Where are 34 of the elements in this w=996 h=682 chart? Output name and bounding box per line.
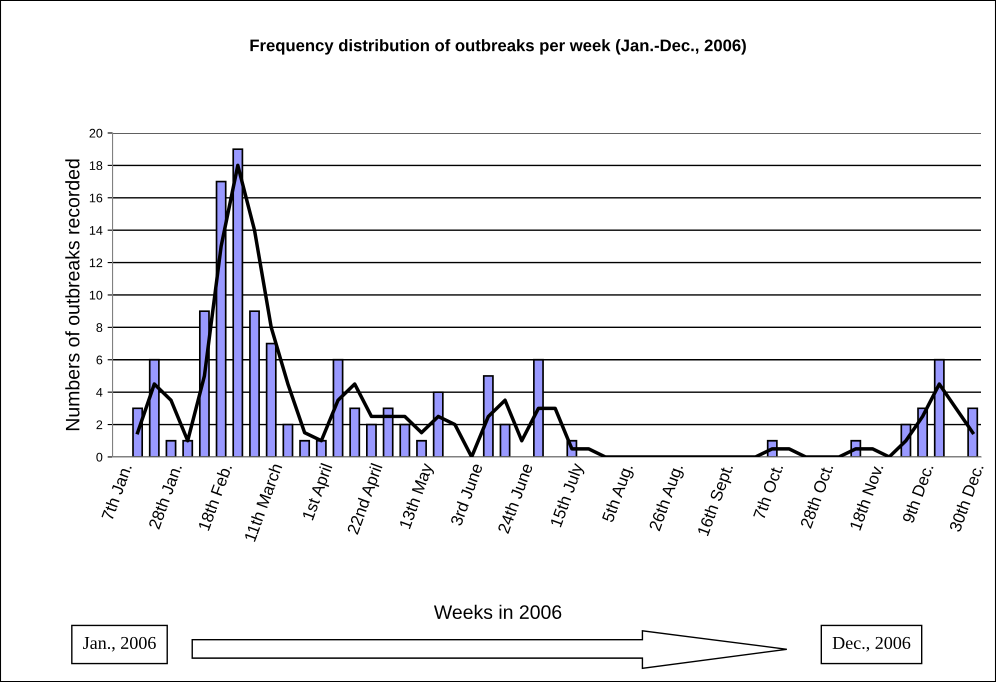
y-tick-label: 16 (90, 194, 102, 202)
x-axis-title: Weeks in 2006 (434, 604, 562, 620)
y-tick-label: 20 (90, 128, 102, 138)
y-tick-label: 0 (96, 452, 102, 462)
x-tick-label: 7th Jan. (100, 463, 132, 521)
x-tick-label: 26th Aug. (648, 463, 686, 533)
y-tick-label: 4 (96, 388, 102, 397)
y-tick-label: 2 (96, 420, 102, 430)
x-tick-label: 13th May (398, 462, 436, 530)
text: Jan., 2006 (83, 636, 156, 652)
x-tick-label: 3rd June (450, 462, 483, 526)
text: Dec., 2006 (832, 636, 910, 652)
y-tick-label: 14 (90, 226, 102, 235)
x-tick-label: 18th Nov. (848, 463, 884, 531)
x-tick-label: 1st April (301, 462, 336, 522)
x-tick-label: 7th Oct. (752, 463, 784, 520)
x-tick-label: 15th July (549, 462, 586, 529)
x-tick-label: 22nd April (346, 462, 386, 536)
y-tick-label: 18 (90, 161, 102, 170)
y-tick-label: 12 (90, 258, 102, 268)
x-tick-label: 11th March (244, 462, 282, 542)
x-tick-label: 18th Feb. (197, 463, 232, 531)
chart-title: Frequency distribution of outbreaks per week (Jan.-Dec., 2006) (250, 39, 746, 55)
x-tick-label: 30th Dec. (948, 463, 984, 532)
x-tick-label: 5th Aug. (601, 463, 636, 524)
x-tick-label: 9th Dec. (902, 463, 934, 524)
x-tick-label: 16th Sept. (696, 463, 736, 538)
y-axis-title: Numbers of outbreaks recorded (65, 159, 80, 430)
y-tick-label: 10 (90, 290, 102, 300)
x-tick-label: 28th Oct. (800, 463, 834, 529)
x-tick-label: 28th Jan. (148, 463, 182, 530)
y-tick-label: 6 (96, 356, 102, 364)
x-tick-label: 24th June (497, 462, 534, 534)
y-tick-label: 8 (96, 323, 102, 332)
